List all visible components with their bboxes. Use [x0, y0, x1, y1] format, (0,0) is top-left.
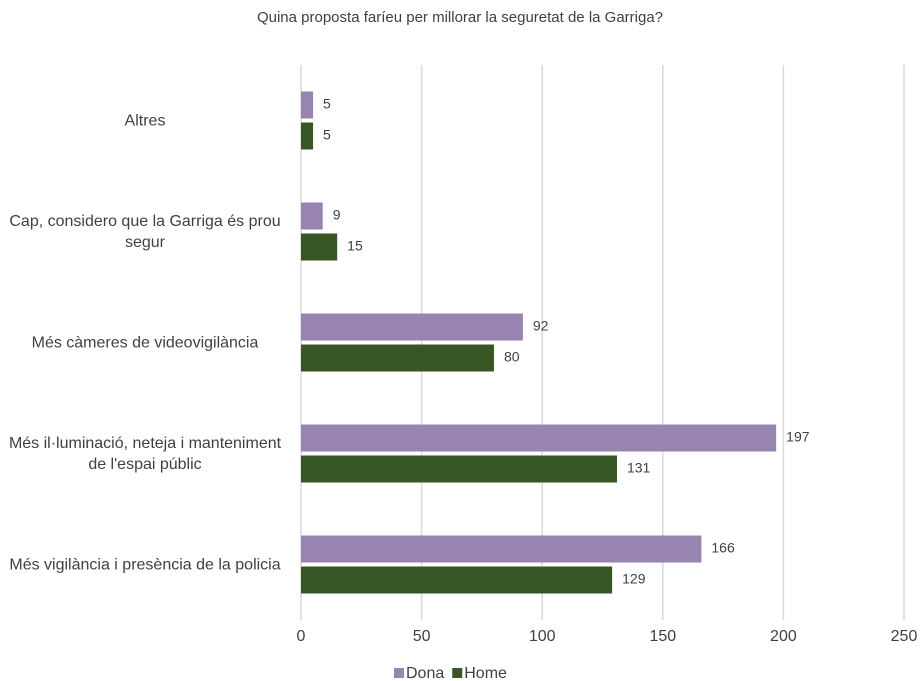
bar — [301, 122, 314, 150]
data-label: 5 — [323, 96, 331, 112]
bar — [301, 566, 613, 594]
bar — [301, 202, 323, 230]
x-tick-label: 100 — [529, 628, 556, 645]
x-tick-label: 200 — [770, 628, 797, 645]
bar — [301, 455, 617, 483]
legend-swatch — [394, 668, 404, 678]
y-tick-label: Altres — [124, 112, 166, 129]
data-label: 166 — [711, 540, 735, 556]
x-tick-label: 250 — [891, 628, 918, 645]
bar — [301, 313, 523, 341]
x-tick-label: 0 — [297, 628, 306, 645]
bar — [301, 91, 314, 119]
legend-label: Dona — [406, 665, 444, 681]
x-tick-label: 50 — [413, 628, 431, 645]
y-tick-label: Més càmeres de videovigilància — [31, 334, 259, 351]
data-label: 80 — [504, 349, 520, 365]
data-label: 15 — [347, 238, 363, 254]
data-label: 129 — [622, 571, 646, 587]
chart-title: Quina proposta faríeu per millorar la se… — [257, 9, 663, 26]
x-tick-label: 150 — [649, 628, 676, 645]
y-tick-label: Més il·luminació, neteja i manteniment d… — [8, 434, 282, 473]
bar — [301, 535, 702, 563]
legend-swatch — [452, 668, 463, 678]
bar — [301, 424, 777, 452]
data-label: 92 — [533, 318, 549, 334]
legend-label: Home — [464, 665, 507, 681]
data-label: 131 — [627, 460, 651, 476]
y-tick-label: Més vigilància i presència de la policia — [9, 556, 281, 573]
data-label: 5 — [323, 127, 331, 143]
data-label: 197 — [786, 429, 810, 445]
y-tick-label: Cap, considero que la Garriga és prou se… — [9, 212, 281, 251]
data-label: 9 — [333, 207, 341, 223]
bar — [301, 344, 494, 372]
bar — [301, 233, 338, 261]
